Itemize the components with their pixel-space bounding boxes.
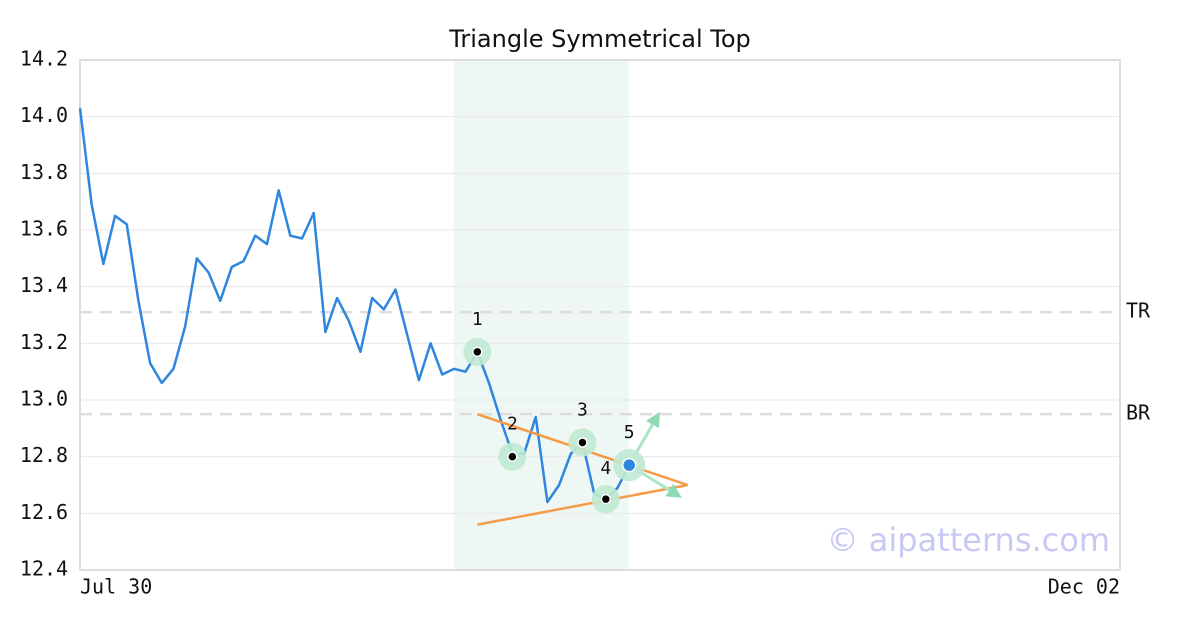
y-tick-label: 12.4 (20, 557, 68, 581)
y-tick-label: 13.6 (20, 217, 68, 241)
plot-border (79, 59, 1121, 571)
chart-title: Triangle Symmetrical Top (448, 25, 751, 53)
y-tick-label: 13.8 (20, 160, 68, 184)
x-tick-label: Dec 02 (1048, 575, 1120, 599)
price-line (78, 108, 631, 504)
y-tick-label: 13.2 (20, 330, 68, 354)
y-tick-label: 12.8 (20, 443, 68, 467)
point-label: 3 (577, 400, 588, 421)
level-label: TR (1126, 299, 1151, 323)
highlight-region (453, 60, 630, 570)
level-label: BR (1126, 401, 1151, 425)
x-tick-label: Jul 30 (80, 575, 152, 599)
point-label: 5 (624, 422, 635, 443)
pattern-point (621, 457, 637, 473)
pattern-point (600, 493, 612, 505)
pattern-point (577, 437, 588, 448)
y-tick-label: 14.2 (20, 47, 68, 71)
watermark: © aipatterns.com (827, 521, 1110, 559)
pattern-point (507, 451, 518, 462)
trend-line (477, 483, 688, 526)
pattern-point (472, 346, 483, 358)
point-label: 1 (472, 309, 483, 330)
y-tick-label: 14.0 (20, 103, 68, 127)
y-tick-label: 12.6 (20, 500, 68, 524)
y-tick-label: 13.4 (20, 273, 68, 297)
point-label: 4 (600, 458, 611, 479)
point-label: 2 (507, 414, 518, 435)
y-tick-label: 13.0 (20, 387, 68, 411)
